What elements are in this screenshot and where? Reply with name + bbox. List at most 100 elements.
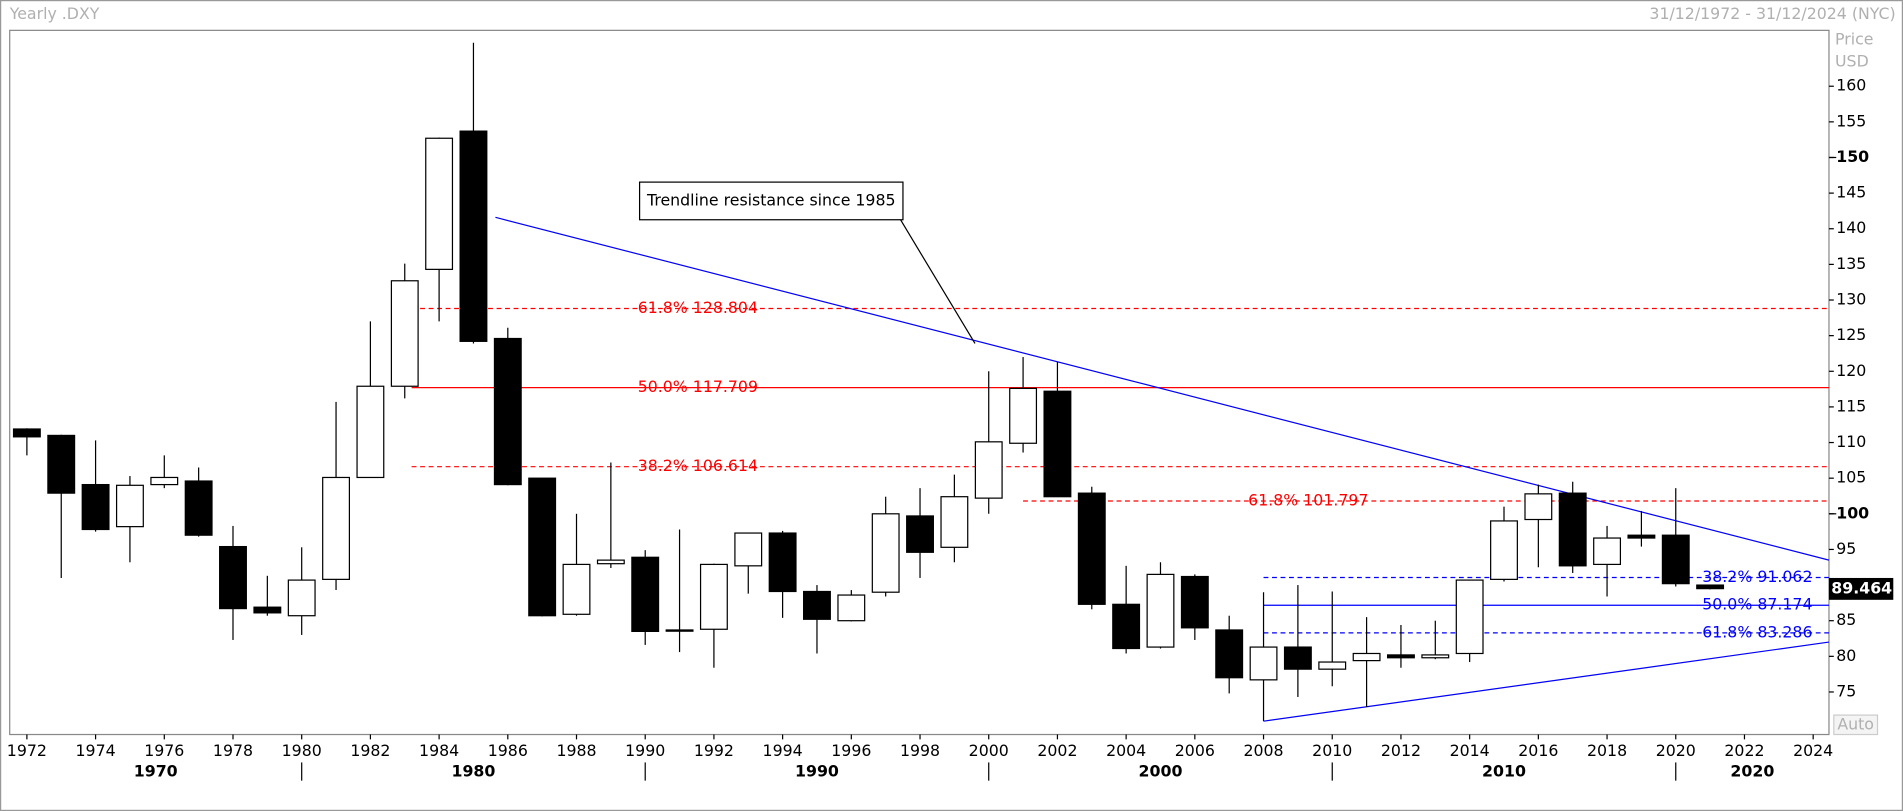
decade-label: 2020 xyxy=(1730,762,1774,781)
y-tick-label: 100 xyxy=(1836,503,1869,522)
candle-body xyxy=(150,476,179,486)
y-tick-label: 125 xyxy=(1836,325,1866,344)
y-tick-label: 95 xyxy=(1836,539,1856,558)
candle-body xyxy=(1558,492,1587,567)
y-tick-label: 135 xyxy=(1836,254,1866,273)
y-tick-label: 145 xyxy=(1836,183,1866,202)
fib-label: 61.8% 83.286 xyxy=(1702,622,1812,641)
x-tick-label: 2006 xyxy=(1175,741,1215,760)
candle-body xyxy=(1009,387,1038,444)
y-tick-label: 140 xyxy=(1836,218,1866,237)
candle-body xyxy=(1077,492,1106,605)
decade-label: 2010 xyxy=(1482,762,1526,781)
candle-body xyxy=(322,476,351,580)
y-tick-label: 160 xyxy=(1836,76,1866,95)
candle-body xyxy=(219,545,247,610)
decade-label: 2000 xyxy=(1139,762,1183,781)
candle-body xyxy=(1627,534,1656,539)
candle-body xyxy=(837,594,866,622)
x-tick-label: 2000 xyxy=(969,741,1009,760)
y-tick-label: 120 xyxy=(1836,361,1866,380)
candle-body xyxy=(1215,629,1244,679)
auto-button-label[interactable]: Auto xyxy=(1837,714,1874,733)
x-tick-label: 2024 xyxy=(1793,741,1833,760)
candle-body xyxy=(1249,646,1278,681)
y-tick-label: 75 xyxy=(1836,681,1856,700)
candle-body xyxy=(81,483,110,531)
x-tick-label: 2004 xyxy=(1106,741,1146,760)
y-tick-label: 85 xyxy=(1836,610,1856,629)
auto-button[interactable] xyxy=(1833,714,1879,736)
candle-body xyxy=(631,556,660,633)
x-tick-label: 1992 xyxy=(694,741,734,760)
x-tick-label: 1978 xyxy=(213,741,253,760)
trendline xyxy=(1263,641,1830,722)
x-tick-label: 2016 xyxy=(1518,741,1558,760)
candle-body xyxy=(253,606,282,614)
candle-body xyxy=(1490,520,1518,580)
x-tick-label: 2002 xyxy=(1037,741,1077,760)
candle-body xyxy=(1696,584,1725,590)
decade-label: 1980 xyxy=(452,762,496,781)
candle-body xyxy=(665,629,694,632)
candle-body xyxy=(871,513,900,593)
candle-body xyxy=(1386,654,1415,659)
candle-body xyxy=(356,385,385,479)
candle-body xyxy=(12,428,41,438)
y-tick-label: 105 xyxy=(1836,468,1866,487)
fib-label: 38.2% 91.062 xyxy=(1702,567,1812,586)
y-tick-label: 115 xyxy=(1836,396,1866,415)
candle-body xyxy=(459,130,488,342)
fib-label: 50.0% 117.709 xyxy=(638,377,758,396)
y-tick-label: 80 xyxy=(1836,646,1856,665)
annotation-text: Trendline resistance since 1985 xyxy=(646,190,896,209)
y-tick-label: 150 xyxy=(1836,147,1869,166)
annotation-box xyxy=(638,181,904,221)
candle-body xyxy=(734,532,763,567)
x-tick-label: 1984 xyxy=(419,741,459,760)
candle-body xyxy=(1283,646,1312,670)
candle-body xyxy=(803,590,831,620)
last-price-box xyxy=(1828,577,1894,600)
candle-body xyxy=(596,559,625,565)
plot-area xyxy=(9,29,1830,736)
candle-body xyxy=(184,480,213,536)
candle-body xyxy=(1318,661,1347,670)
y-tick-label: 130 xyxy=(1836,290,1866,309)
x-tick-label: 1980 xyxy=(282,741,322,760)
x-tick-label: 2014 xyxy=(1450,741,1490,760)
x-tick-label: 1988 xyxy=(556,741,596,760)
candle-body xyxy=(390,280,419,387)
x-tick-label: 1976 xyxy=(144,741,184,760)
candle-body xyxy=(1524,493,1553,521)
x-tick-label: 2008 xyxy=(1243,741,1283,760)
candle-body xyxy=(1352,652,1381,662)
candle-body xyxy=(562,563,591,615)
y-tick-label: 110 xyxy=(1836,432,1866,451)
candle-body xyxy=(1112,603,1141,650)
last-price-label: 89.464 xyxy=(1831,578,1892,597)
candle-body xyxy=(493,337,522,486)
y-axis-unit: USD xyxy=(1835,51,1869,70)
x-tick-label: 1996 xyxy=(831,741,871,760)
candle-body xyxy=(1455,579,1484,655)
candle-body xyxy=(974,441,1003,499)
candle-body xyxy=(47,434,76,494)
x-tick-label: 2022 xyxy=(1724,741,1764,760)
decade-label: 1990 xyxy=(795,762,839,781)
candle-body xyxy=(115,484,144,528)
date-range: 31/12/1972 - 31/12/2024 (NYC) xyxy=(1649,4,1895,23)
fib-label: 38.2% 106.614 xyxy=(638,456,758,475)
candle-body xyxy=(1146,573,1175,648)
candle-body xyxy=(287,579,316,617)
x-tick-label: 2012 xyxy=(1381,741,1421,760)
annotation-leader xyxy=(900,219,976,344)
x-tick-label: 1974 xyxy=(76,741,116,760)
candle-body xyxy=(1421,654,1450,659)
candle-body xyxy=(425,137,454,270)
candle-body xyxy=(699,563,728,630)
fib-label: 50.0% 87.174 xyxy=(1702,595,1812,614)
decade-label: 1970 xyxy=(134,762,178,781)
candle-body xyxy=(1661,534,1690,585)
